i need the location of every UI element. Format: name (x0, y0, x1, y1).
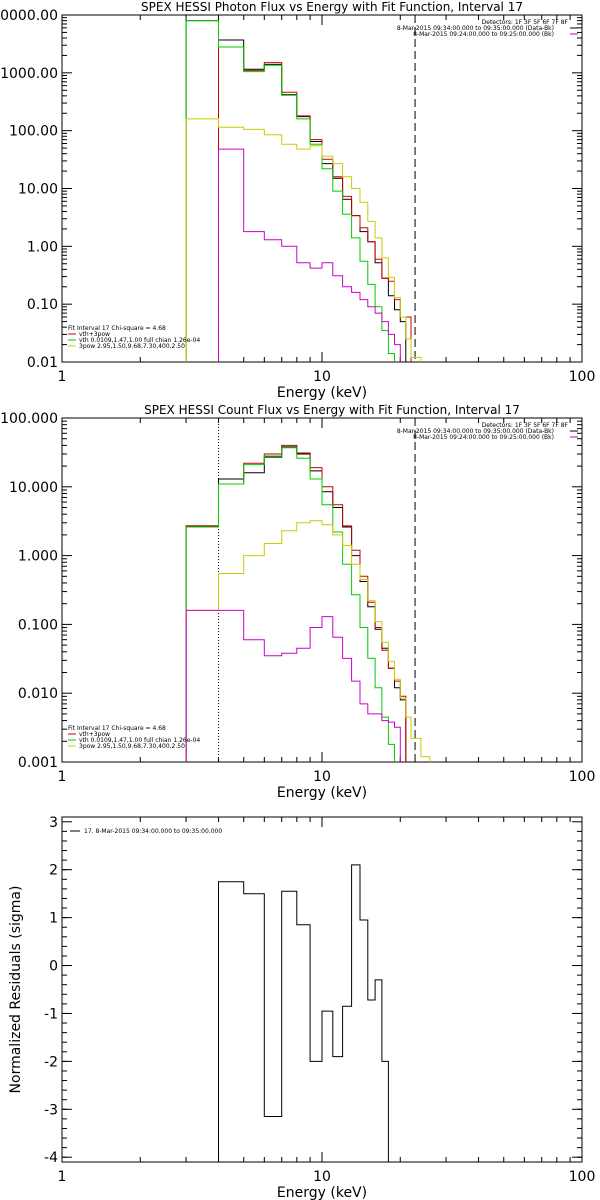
y-tick-label: -3 (44, 1102, 58, 1118)
series-4-histogram (218, 148, 401, 362)
series-4-histogram (185, 609, 401, 762)
legend-topright-text: Detectors: 1F 3F 5F 6F 7F 8F (482, 422, 569, 429)
x-tick-label: 1 (58, 769, 67, 785)
series-2-histogram (185, 447, 395, 762)
y-tick-label: 2 (49, 863, 58, 879)
x-tick-label: 100 (569, 769, 596, 785)
plot-frame-0 (61, 14, 583, 363)
legend-entry-text: vth+3pow (79, 731, 110, 738)
y-tick-label: -4 (44, 1150, 58, 1166)
x-axis-label: Energy (keV) (277, 785, 367, 801)
y-tick-label: 1 (49, 911, 58, 927)
y-tick-label: 1.000 (18, 549, 58, 565)
legend-entry-text: 3pow 2.95,1.50,9.68,7.30,400,2.50 (79, 343, 185, 350)
chart-title: SPEX HESSI Count Flux vs Energy with Fit… (144, 403, 520, 417)
y-tick-label: 100.00 (9, 124, 58, 140)
x-axis-label: Energy (keV) (277, 1185, 367, 1200)
series-0-histogram (185, 20, 407, 362)
legend-entry-text: vth+3pow (79, 331, 110, 338)
legend-topright-text: 8-Mar-2015 09:24:00.000 to 09:25:00.000 … (413, 434, 554, 441)
x-axis-label: Energy (keV) (277, 385, 367, 401)
y-tick-label: 1.00 (27, 239, 58, 255)
y-tick-label: 1000.00 (0, 66, 58, 82)
y-tick-label: 0.100 (18, 617, 58, 633)
y-tick-label: 100.000 (0, 411, 58, 427)
x-tick-label: 1 (58, 369, 67, 385)
series-2-histogram (185, 20, 395, 362)
y-axis-label: Normalized Residuals (sigma) (8, 886, 24, 1094)
legend-entry-text: vth 0.0109,1.47,1.00 full chian 1.26e-04 (79, 737, 200, 744)
legend-entry-text: Fit Interval 17 Chi-square = 4.68 (68, 325, 166, 332)
x-tick-label: 100 (569, 1169, 596, 1185)
y-tick-label: 0.001 (18, 755, 58, 771)
legend-entry-text: vth 0.0109,1.47,1.00 full chian 1.26e-04 (79, 337, 200, 344)
y-tick-label: -2 (44, 1054, 58, 1070)
legend-entry-text: 17. 8-Mar-2015 09:34:00.000 to 09:35:00.… (84, 828, 222, 835)
y-tick-label: 0.10 (27, 297, 58, 313)
series-3-histogram (185, 520, 431, 762)
legend-topright-text: 8-Mar-2015 09:24:00.000 to 09:25:00.000 … (413, 31, 554, 38)
y-tick-label: 0.01 (27, 355, 58, 371)
y-tick-label: 10.000 (9, 480, 58, 496)
y-tick-label: 0.010 (18, 686, 58, 702)
y-tick-label: 3 (49, 815, 58, 831)
plot-frame-2 (61, 816, 583, 1163)
legend-entry-text: Fit Interval 17 Chi-square = 4.68 (68, 725, 166, 732)
series-0-histogram (185, 446, 407, 762)
series-0-histogram (218, 864, 389, 1162)
y-tick-label: 0 (49, 959, 58, 975)
legend-entry-text: 3pow 2.95,1.50,9.68,7.30,400,2.50 (79, 743, 185, 750)
x-tick-label: 100 (569, 369, 596, 385)
x-tick-label: 1 (58, 1169, 67, 1185)
y-tick-label: 0000.00 (0, 8, 58, 24)
series-1-histogram (185, 444, 407, 762)
x-tick-label: 10 (313, 369, 331, 385)
x-tick-label: 10 (313, 769, 331, 785)
y-tick-label: 10.00 (18, 182, 58, 198)
series-3-histogram (185, 118, 422, 362)
y-tick-label: -1 (44, 1006, 58, 1022)
chart-title: SPEX HESSI Photon Flux vs Energy with Fi… (141, 0, 523, 14)
x-tick-label: 10 (313, 1169, 331, 1185)
legend-topright-text: 8-Mar-2015 09:34:00.000 to 09:35:00.000 … (397, 428, 554, 435)
legend-topright-text: 8-Mar-2015 09:34:00.000 to 09:35:00.000 … (397, 25, 554, 32)
legend-topright-text: Detectors: 1F 3F 5F 6F 7F 8F (482, 19, 569, 26)
